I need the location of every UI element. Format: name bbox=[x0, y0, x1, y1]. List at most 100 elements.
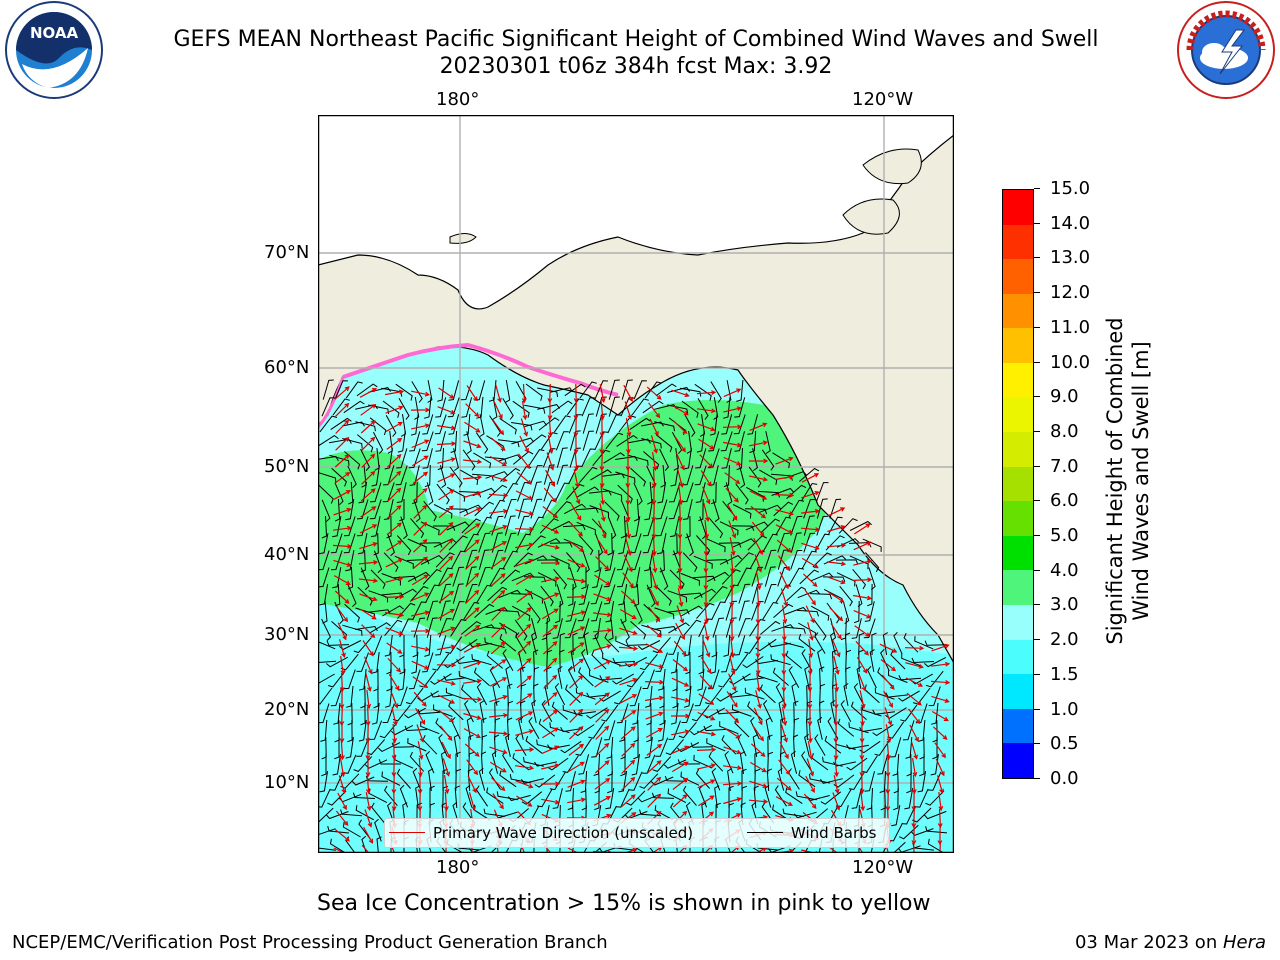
legend-wave-swatch bbox=[389, 832, 425, 833]
wind-barb bbox=[616, 567, 629, 588]
wave-direction-arrow bbox=[753, 537, 763, 556]
wind-barb bbox=[347, 719, 353, 743]
wind-barb bbox=[358, 533, 368, 555]
wind-barb bbox=[452, 583, 464, 604]
wind-barb bbox=[814, 734, 826, 756]
lat-label-20n: 20°N bbox=[264, 699, 310, 720]
wave-direction-arrow bbox=[567, 626, 586, 636]
wave-direction-arrow bbox=[696, 730, 717, 737]
wave-direction-arrow bbox=[438, 709, 454, 723]
wave-direction-arrow bbox=[335, 810, 349, 826]
wind-barb bbox=[684, 415, 696, 437]
footer-date-text: 03 Mar 2023 on bbox=[1074, 932, 1223, 953]
wind-barb bbox=[683, 619, 702, 637]
wind-barb bbox=[411, 651, 419, 674]
colorbar-tick-label: 2.0 bbox=[1050, 629, 1079, 651]
wind-barb bbox=[604, 633, 620, 653]
wind-barb bbox=[604, 720, 616, 741]
wind-barb bbox=[433, 538, 457, 548]
wind-barb bbox=[822, 576, 846, 582]
wave-direction-arrow bbox=[541, 543, 561, 550]
wave-direction-arrow bbox=[593, 593, 612, 602]
wind-barb bbox=[479, 414, 485, 437]
wave-direction-arrow bbox=[410, 628, 431, 634]
wind-barb bbox=[521, 791, 543, 805]
wave-direction-arrow bbox=[465, 572, 480, 587]
nws-logo bbox=[1177, 1, 1275, 99]
wave-direction-arrow bbox=[540, 781, 561, 787]
wind-barb bbox=[788, 666, 800, 689]
wind-barb bbox=[331, 467, 347, 487]
wave-direction-arrow bbox=[467, 775, 477, 794]
wave-direction-arrow bbox=[934, 742, 946, 759]
wave-direction-arrow bbox=[463, 712, 482, 720]
wave-direction-arrow bbox=[597, 520, 607, 539]
wind-barb bbox=[716, 709, 740, 715]
wind-barb bbox=[885, 707, 907, 719]
wind-barb bbox=[511, 605, 531, 621]
wave-direction-arrow bbox=[596, 538, 608, 555]
wind-barb bbox=[370, 516, 381, 538]
colorbar-tick-mark bbox=[1034, 222, 1040, 224]
wind-barb bbox=[452, 566, 465, 587]
wind-barb bbox=[567, 666, 578, 689]
wind-barb bbox=[677, 759, 701, 765]
wave-direction-arrow bbox=[623, 554, 633, 573]
wind-barb bbox=[498, 454, 522, 462]
wind-barb bbox=[422, 569, 442, 585]
wind-barb bbox=[433, 504, 453, 519]
wave-direction-arrow bbox=[413, 691, 427, 707]
wave-direction-arrow bbox=[365, 673, 372, 692]
wind-barb bbox=[586, 692, 609, 698]
wind-barb bbox=[321, 397, 336, 417]
wind-barb bbox=[720, 431, 733, 452]
wave-direction-arrow bbox=[547, 435, 554, 455]
wind-barb bbox=[412, 601, 427, 621]
wave-direction-arrow bbox=[697, 408, 717, 414]
wind-barb bbox=[547, 744, 570, 750]
wind-barb bbox=[641, 438, 662, 449]
wave-direction-arrow bbox=[904, 645, 925, 651]
wind-barb bbox=[420, 521, 440, 536]
wind-barb bbox=[642, 400, 664, 414]
wave-direction-arrow bbox=[541, 798, 561, 805]
wind-barb bbox=[468, 751, 475, 775]
wave-direction-arrow bbox=[541, 608, 559, 620]
wind-barb bbox=[827, 717, 839, 739]
wave-direction-arrow bbox=[859, 774, 865, 795]
wind-barb bbox=[736, 567, 752, 587]
wave-direction-arrow bbox=[935, 758, 945, 777]
wave-direction-arrow bbox=[542, 709, 558, 723]
wave-direction-arrow bbox=[625, 537, 632, 556]
wind-barb bbox=[657, 669, 666, 691]
wave-direction-arrow bbox=[412, 487, 428, 502]
wave-direction-arrow bbox=[619, 677, 638, 686]
wind-barb bbox=[382, 482, 395, 503]
wind-barb bbox=[528, 717, 540, 739]
wind-barb bbox=[476, 516, 492, 535]
wave-direction-arrow bbox=[363, 656, 373, 675]
wave-direction-arrow bbox=[567, 577, 587, 584]
wind-barb bbox=[357, 586, 373, 606]
wave-direction-arrow bbox=[702, 639, 711, 658]
wind-barb bbox=[513, 552, 533, 568]
wave-direction-arrow bbox=[801, 490, 820, 499]
wave-direction-arrow bbox=[646, 386, 662, 400]
wave-direction-arrow bbox=[671, 696, 691, 703]
wind-barb bbox=[645, 686, 653, 708]
wind-barb bbox=[877, 754, 889, 775]
wind-barb bbox=[405, 687, 424, 705]
wind-barb bbox=[318, 471, 337, 484]
wind-barb bbox=[353, 756, 373, 772]
wind-barb bbox=[592, 449, 611, 467]
wave-direction-arrow bbox=[547, 417, 553, 438]
colorbar-tick-mark bbox=[1034, 673, 1040, 675]
wind-barb bbox=[568, 465, 583, 485]
wind-barb bbox=[524, 420, 547, 428]
wind-barb bbox=[882, 632, 888, 655]
wave-direction-arrow bbox=[704, 520, 710, 540]
wind-barb bbox=[422, 448, 433, 469]
wind-barb bbox=[426, 482, 434, 505]
wind-barb bbox=[705, 559, 729, 565]
wave-direction-arrow bbox=[594, 777, 611, 790]
